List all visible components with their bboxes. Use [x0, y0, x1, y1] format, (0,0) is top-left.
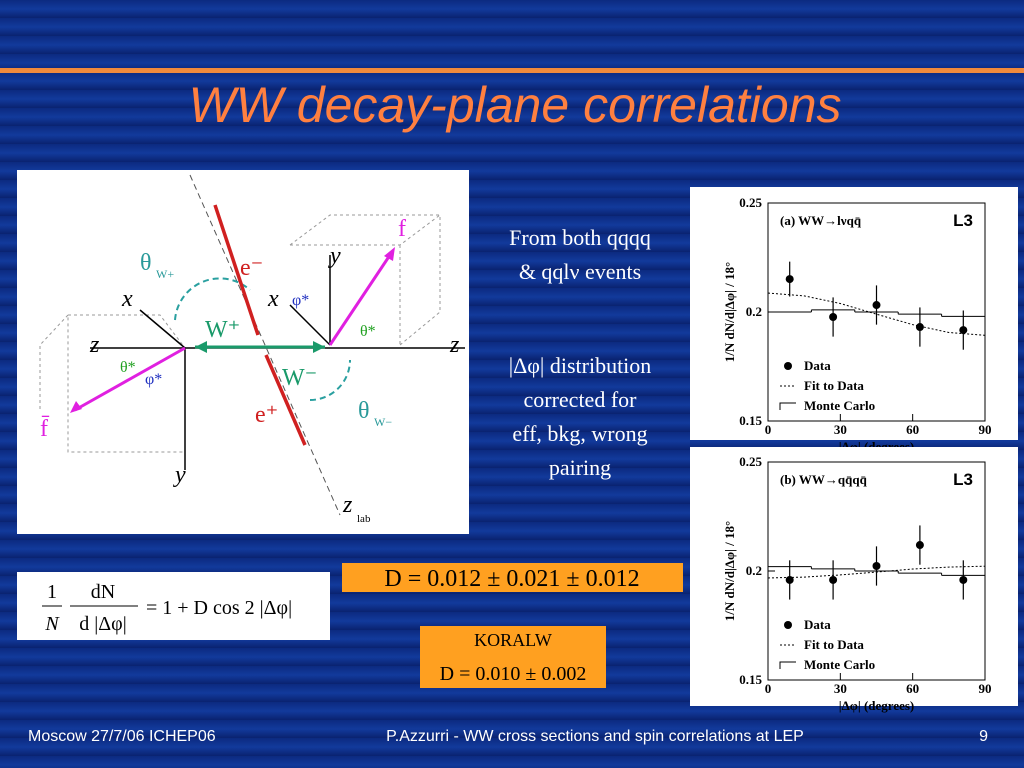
y-tick-label: 0.25	[739, 454, 762, 469]
data-point	[959, 575, 968, 584]
diagram-label: e⁻	[240, 255, 263, 281]
y-axis-label: 1/N dN/d|Δφ| / 18°	[722, 521, 737, 622]
slide-title: WW decay-plane correlations	[188, 77, 841, 133]
diagram-label: θ*	[360, 323, 376, 340]
koralw-box	[420, 626, 606, 688]
formula-part: N	[44, 613, 60, 635]
x-tick-label: 90	[979, 681, 992, 696]
data-point	[829, 313, 838, 322]
diagram-label: W⁻	[282, 365, 317, 391]
y-tick-label: 0.2	[746, 563, 762, 578]
legend-symbol	[779, 402, 796, 410]
note-line: |Δφ| distribution	[509, 353, 652, 378]
diagram-label: lab	[357, 513, 371, 525]
note-line: From both qqqq	[509, 225, 651, 250]
x-tick-label: 60	[906, 422, 919, 437]
y-tick-label: 0.15	[739, 413, 762, 428]
chart-badge: L3	[953, 470, 973, 489]
formula-part: = 1 + D cos 2 |Δφ|	[146, 597, 292, 619]
diagram-label: θ	[358, 398, 370, 424]
diagram-label: θ	[140, 250, 152, 276]
chart: 0.15 0.2 0.25 0 30 60 90 (b) WW→qq̄qq̄ L3 |Δφ| (d…	[690, 447, 1018, 713]
koralw-name: KORALW	[474, 630, 552, 650]
diagram-label: y	[173, 462, 186, 488]
legend-symbol	[779, 661, 796, 669]
data-point	[785, 275, 794, 284]
chart: 0.150.20.250 30 60 90(a) WW→lνqq̄ L3|Δφ| (de…	[690, 187, 1018, 454]
diagram-label: x	[267, 286, 279, 312]
data-point	[829, 575, 838, 584]
legend-label: Fit to Data	[804, 378, 864, 393]
data-point	[872, 301, 881, 310]
x-tick-label: 0	[765, 681, 772, 696]
diagram-label: φ*	[145, 371, 162, 388]
diagram-label: z	[342, 492, 353, 518]
chart-title: (a) WW→lνqq̄	[780, 213, 862, 228]
legend-label: Monte Carlo	[804, 398, 875, 413]
top-rule	[0, 68, 1024, 73]
notes: From both qqqq & qqlν events |Δφ| distri…	[509, 225, 652, 480]
result-box	[342, 563, 683, 592]
fit-line	[767, 292, 986, 336]
footer-page: 9	[979, 728, 988, 745]
diagram-label: f	[398, 216, 406, 242]
data-point	[915, 541, 924, 550]
note-line: & qqlν events	[519, 259, 641, 284]
data-point	[959, 326, 968, 335]
x-tick-label: 60	[906, 681, 919, 696]
diagram-label: W⁺	[205, 317, 240, 343]
y-axis-label: 1/N dN/d|Δφ| / 18°	[722, 262, 737, 363]
legend-symbol	[784, 362, 792, 370]
x-tick-label: 0	[765, 422, 772, 437]
note-line: corrected for	[524, 387, 638, 412]
data-point	[872, 561, 881, 570]
x-axis-label: |Δφ| (degrees)	[839, 698, 915, 713]
diagram-label: y	[328, 243, 341, 269]
fit-line	[767, 565, 986, 579]
diagram-label: φ*	[292, 292, 309, 309]
diagram-label: θ*	[120, 359, 136, 376]
koralw-value: D = 0.010 ± 0.002	[440, 663, 587, 685]
note-line: eff, bkg, wrong	[512, 421, 647, 446]
chart-title: (b) WW→qq̄qq̄	[780, 472, 868, 487]
legend-label: Fit to Data	[804, 637, 864, 652]
x-tick-label: 30	[834, 422, 847, 437]
diagram-label: W−	[374, 415, 392, 429]
y-tick-label: 0.25	[739, 195, 762, 210]
diagram-label: e⁺	[255, 402, 278, 428]
footer-left: Moscow 27/7/06 ICHEP06	[28, 728, 216, 745]
note-line: pairing	[549, 455, 611, 480]
decay-diagram	[17, 170, 469, 534]
diagram-label: W+	[156, 267, 174, 281]
legend-symbol	[784, 621, 792, 629]
diagram-label: x	[121, 286, 133, 312]
y-tick-label: 0.15	[739, 672, 762, 687]
x-tick-label: 30	[834, 681, 847, 696]
formula-part: dN	[91, 581, 115, 603]
legend-label: Monte Carlo	[804, 657, 875, 672]
legend-label: Data	[804, 617, 831, 632]
y-tick-label: 0.2	[746, 304, 762, 319]
diagram-label: f̄	[40, 415, 50, 442]
x-tick-label: 90	[979, 422, 992, 437]
data-point	[915, 323, 924, 332]
formula-part: 1	[47, 581, 57, 603]
data-point	[785, 575, 794, 584]
chart-badge: L3	[953, 211, 973, 230]
diagram-label: z	[89, 332, 100, 358]
legend-label: Data	[804, 358, 831, 373]
diagram-label: z	[449, 332, 460, 358]
formula: 1 N dN d |Δφ| = 1 + D cos 2 |Δφ|	[17, 572, 330, 640]
diagram-labels: θ W+ e⁻ f y x x W⁺ φ* θ* z z θ* φ* W⁻ e⁺…	[40, 216, 460, 525]
formula-part: d |Δφ|	[79, 613, 126, 635]
result: D = 0.012 ± 0.021 ± 0.012	[384, 566, 639, 592]
footer-center: P.Azzurri - WW cross sections and spin c…	[386, 728, 804, 745]
